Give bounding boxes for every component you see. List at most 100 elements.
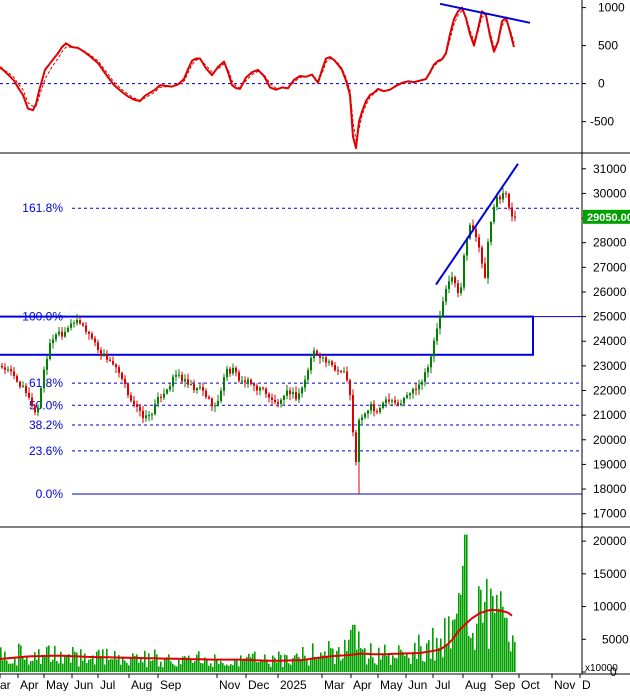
volume-bar xyxy=(298,657,300,672)
volume-bar xyxy=(476,623,478,672)
volume-bar xyxy=(58,663,60,672)
candle-body xyxy=(247,379,249,383)
volume-bar xyxy=(276,662,278,672)
volume-bar xyxy=(142,662,144,672)
volume-bar xyxy=(240,655,242,672)
candle-body xyxy=(313,350,315,359)
volume-bar xyxy=(490,588,492,672)
candle-body xyxy=(82,323,84,326)
volume-bar xyxy=(130,658,132,672)
volume-bar xyxy=(174,665,176,672)
resistance-box xyxy=(0,315,534,356)
volume-bar xyxy=(242,659,244,672)
candle-body xyxy=(391,400,393,402)
osc-trendline xyxy=(439,2,531,24)
time-tick-label: D xyxy=(582,678,591,691)
candle-body xyxy=(439,316,441,329)
volume-bar xyxy=(420,646,422,672)
volume-bar xyxy=(102,649,104,672)
volume-bar xyxy=(412,652,414,672)
time-tick-label: Jul xyxy=(100,678,115,691)
candle-body xyxy=(304,379,306,388)
candle-body xyxy=(415,388,417,390)
candle-body xyxy=(151,414,153,416)
candle-body xyxy=(442,301,444,317)
volume-bar xyxy=(220,661,222,672)
volume-bar xyxy=(264,654,266,672)
price-tick-label: 30000 xyxy=(593,186,627,200)
fib-label: 161.8% xyxy=(22,201,63,215)
volume-bar xyxy=(90,658,92,672)
volume-bar xyxy=(74,651,76,672)
candle-body xyxy=(163,393,165,398)
volume-bar xyxy=(404,655,406,672)
volume-bar xyxy=(200,663,202,672)
osc-tick-label: 0 xyxy=(598,77,605,91)
volume-bar xyxy=(470,638,472,672)
volume-bar xyxy=(214,654,216,672)
volume-bar xyxy=(442,657,444,672)
candle-body xyxy=(94,338,96,343)
volume-bar xyxy=(246,657,248,672)
candle-body xyxy=(301,387,303,394)
volume-bar xyxy=(378,647,380,672)
candle-body xyxy=(280,399,282,404)
price-tick-label: 26000 xyxy=(593,285,627,299)
volume-bar xyxy=(484,601,486,672)
volume-bar xyxy=(128,665,130,672)
volume-bar xyxy=(108,659,110,672)
volume-bar xyxy=(486,578,488,672)
candle-body xyxy=(283,395,285,400)
candle-body xyxy=(376,411,378,413)
candle-body xyxy=(418,384,420,390)
volume-bar xyxy=(440,638,442,672)
candle-body xyxy=(16,376,18,382)
candle-body xyxy=(463,255,465,288)
volume-bar xyxy=(340,660,342,672)
candle-body xyxy=(298,393,300,400)
vol-tick-label: 5000 xyxy=(602,632,629,646)
candle-body xyxy=(46,358,48,370)
volume-bar xyxy=(260,659,262,672)
volume-bar xyxy=(162,667,164,672)
candle-body xyxy=(427,367,429,373)
volume-bar xyxy=(60,651,62,672)
volume-bar xyxy=(188,655,190,672)
candle-body xyxy=(394,400,396,403)
price-trendline xyxy=(435,163,519,286)
candle-body xyxy=(31,397,33,407)
candle-body xyxy=(76,320,78,324)
candle-body xyxy=(388,399,390,402)
volume-bar xyxy=(362,649,364,672)
volume-bar xyxy=(430,658,432,672)
time-axis: ar Apr May Jun Jul Aug Sep Nov Dec 2025 Mar Apr May J… xyxy=(0,674,591,692)
volume-bar xyxy=(228,665,230,672)
volume-bar xyxy=(196,654,198,672)
candle-body xyxy=(100,349,102,356)
candle-body xyxy=(220,390,222,401)
volume-bar xyxy=(204,657,206,672)
volume-bar xyxy=(426,643,428,672)
volume-bar xyxy=(30,661,32,672)
volume-bar xyxy=(488,648,490,672)
candle-body xyxy=(475,229,477,238)
candle-body xyxy=(229,368,231,374)
candle-body xyxy=(346,371,348,381)
volume-bar xyxy=(124,660,126,672)
volume-bar xyxy=(160,661,162,672)
volume-bar xyxy=(506,617,508,672)
candle-body xyxy=(370,404,372,411)
volume-bar xyxy=(296,653,298,672)
candle-body xyxy=(214,405,216,407)
candle-body xyxy=(460,287,462,294)
price-tick-label: 23000 xyxy=(593,359,627,373)
volume-bar xyxy=(388,655,390,672)
volume-bar xyxy=(288,663,290,672)
volume-bar xyxy=(218,664,220,672)
candle-body xyxy=(382,402,384,408)
volume-bar xyxy=(320,652,322,672)
volume-bar xyxy=(410,663,412,672)
volume-bar xyxy=(120,664,122,672)
candle-body xyxy=(400,403,402,405)
time-tick-label: Sep xyxy=(160,678,182,691)
